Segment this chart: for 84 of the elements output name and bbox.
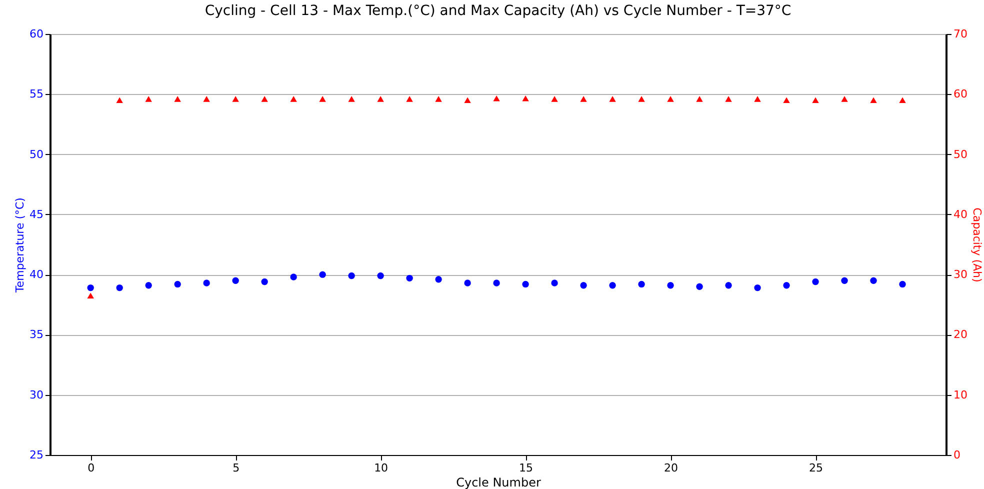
point <box>696 96 703 102</box>
point <box>522 95 529 102</box>
y-tick-label: 25 <box>30 448 44 462</box>
point <box>290 96 297 102</box>
y2-tick-label: 70 <box>954 28 968 40</box>
point <box>580 96 587 102</box>
x-tick-label: 5 <box>232 462 240 474</box>
y-tick-label: 45 <box>30 208 44 221</box>
point <box>551 280 558 286</box>
y2-tick-label: 10 <box>954 388 968 402</box>
point <box>145 282 152 289</box>
point <box>406 274 413 282</box>
point <box>464 97 471 104</box>
point <box>841 96 848 102</box>
point <box>638 280 645 288</box>
chart-title: Cycling - Cell 13 - Max Temp.(°C) and Max Capacity (Ah) vs Cycle Number - T=37°C <box>204 3 792 19</box>
y2-tick-label: 30 <box>954 268 968 282</box>
point <box>203 96 210 102</box>
y2-tick-label: 40 <box>954 208 968 221</box>
point <box>870 277 877 284</box>
point <box>232 277 239 284</box>
point <box>261 96 268 102</box>
point <box>174 280 181 288</box>
point <box>580 282 587 289</box>
point <box>638 96 645 102</box>
x-tick-label: 15 <box>519 462 534 474</box>
x-tick-label: 20 <box>664 462 678 474</box>
point <box>754 96 761 102</box>
y2-tick-label: 20 <box>954 328 968 342</box>
y2-tick-label: 50 <box>954 148 968 161</box>
x-axis-title: Cycle Number <box>456 476 541 489</box>
point <box>522 280 529 288</box>
point <box>609 96 616 102</box>
point <box>174 96 181 102</box>
point <box>899 280 906 288</box>
point <box>812 97 819 104</box>
point <box>754 284 761 292</box>
y2-axis-title: Capacity (Ah) <box>970 208 984 282</box>
y-tick-label: 55 <box>30 88 44 101</box>
point <box>609 282 616 289</box>
point <box>319 96 326 102</box>
point <box>725 282 732 289</box>
point <box>290 274 297 280</box>
point <box>203 280 210 286</box>
point <box>348 272 355 280</box>
x-tick-label: 10 <box>374 462 388 474</box>
point <box>812 278 819 286</box>
point <box>406 96 413 102</box>
x-tick-label: 0 <box>88 462 95 474</box>
point <box>377 272 384 280</box>
y2-tick-label: 60 <box>954 88 968 101</box>
point <box>348 96 355 102</box>
point <box>725 96 732 102</box>
point <box>464 280 471 286</box>
point <box>377 96 384 102</box>
point <box>145 96 152 102</box>
y2-tick-label: 0 <box>954 448 960 462</box>
point <box>696 283 703 290</box>
point <box>899 97 906 104</box>
y-tick-label: 60 <box>30 28 44 40</box>
point <box>783 97 790 104</box>
point <box>841 277 848 284</box>
y-tick-label: 30 <box>30 388 44 402</box>
point <box>87 292 94 299</box>
y-tick-label: 50 <box>30 148 44 161</box>
point <box>116 97 123 104</box>
point <box>493 95 500 102</box>
point <box>435 276 442 283</box>
point <box>870 97 877 104</box>
point <box>667 282 674 289</box>
point <box>667 96 674 102</box>
point <box>116 284 123 292</box>
point <box>493 280 500 286</box>
y-axis-title: Temperature (°C) <box>14 198 27 294</box>
point <box>435 96 442 102</box>
point <box>261 278 268 286</box>
x-tick-label: 25 <box>809 462 824 474</box>
y-tick-label: 35 <box>30 328 44 342</box>
point <box>319 271 326 278</box>
point <box>87 284 94 292</box>
point <box>783 282 790 289</box>
point <box>232 96 239 102</box>
point <box>551 96 558 102</box>
y-tick-label: 40 <box>30 268 44 282</box>
